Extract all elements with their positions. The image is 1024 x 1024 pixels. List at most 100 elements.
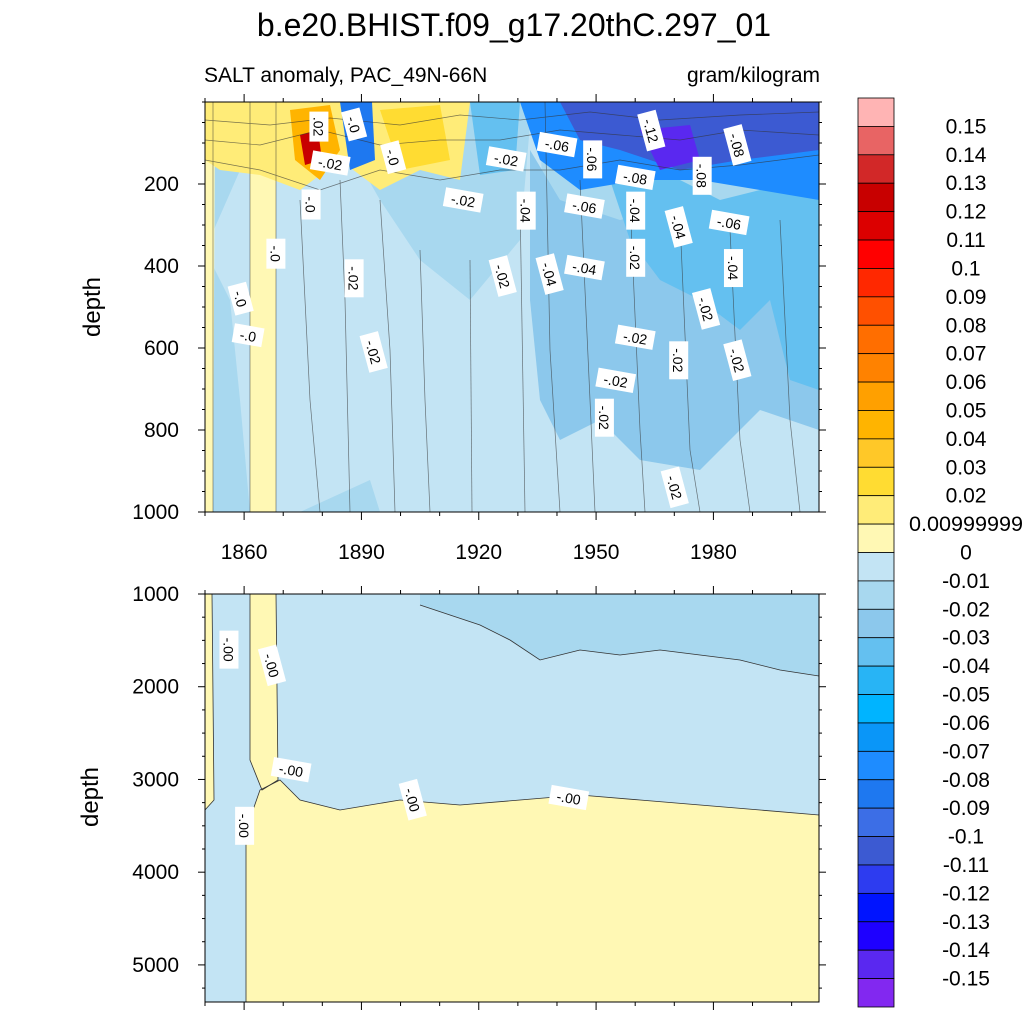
contour-label: -.00 (235, 806, 255, 845)
contour-label-text: -.00 (220, 638, 236, 662)
contour-label: -.04 (626, 191, 646, 230)
colorbar-swatch (857, 211, 895, 241)
contour-label-text: -.04 (627, 199, 643, 223)
contour-label: -.02 (485, 146, 527, 172)
colorbar-swatch (857, 836, 895, 866)
contour-label-box (309, 111, 329, 142)
contour-label-box (692, 156, 712, 195)
contour-label-box (219, 630, 239, 669)
y-tick-label-1-4: 5000 (132, 954, 179, 977)
colorbar-swatch (857, 921, 895, 951)
y-tick-label-1-0: 1000 (132, 583, 179, 606)
colorbar-swatch (857, 779, 895, 809)
contour-label-text: -.02 (627, 246, 643, 270)
colorbar-label: -0.12 (942, 882, 990, 905)
y-tick-label-0-3: 800 (144, 419, 179, 442)
contour-label-box (626, 191, 646, 230)
contour-label-box (380, 140, 407, 175)
contour-label-text: -.02 (622, 328, 649, 348)
contour-label-box (227, 281, 254, 316)
colorbar-label: 0.12 (946, 201, 987, 224)
contour-label-box (583, 140, 603, 179)
y-tick-label-0-2: 600 (144, 337, 179, 360)
colorbar-swatch (857, 722, 895, 752)
contour-label-text: -.0 (344, 115, 364, 135)
contour-label-text: -.00 (278, 760, 305, 780)
colorbar-label: -0.07 (942, 740, 990, 763)
colorbar-swatch (857, 750, 895, 781)
colorbar-label: 0.1 (951, 257, 980, 280)
contour-label-text: -.00 (401, 786, 423, 814)
contour-label-text: -.08 (694, 164, 710, 188)
chart-subtitle-left: SALT anomaly, PAC_49N-66N (204, 64, 487, 87)
colorbar: 0.15 0.14 0.13 0.12 0.11 0.1 0.09 0.08 0.07 0.06 0… (857, 97, 1023, 1008)
contour-label-text: -.00 (555, 788, 582, 808)
contour-label-text: -.04 (518, 199, 534, 223)
contour-label-box (536, 131, 578, 158)
colorbar-label: -0.01 (942, 570, 990, 593)
colorbar-label: -0.05 (942, 684, 990, 707)
colorbar-swatch (857, 466, 895, 497)
contour-label: -.12 (637, 109, 666, 152)
contour-label-text: -.04 (538, 260, 560, 288)
contour-label-text: -.02 (317, 154, 344, 174)
lower-contour-lines (205, 594, 819, 1002)
contour-label-box (235, 806, 255, 845)
contour-label-box (270, 757, 312, 783)
contour-label-text: -.02 (491, 263, 513, 291)
upper-ticks: 200 400 600 800 1000 1860 1890 1920 1950 1980 (132, 94, 826, 564)
contour-label-box (626, 238, 646, 277)
contour-label-box (488, 255, 517, 297)
lower-ticks: 1000 2000 3000 4000 5000 (132, 583, 826, 1010)
y-tick-label-1-3: 4000 (132, 861, 179, 884)
y-tick-label-0-1: 400 (144, 255, 179, 278)
contour-label: .02 (309, 111, 329, 142)
colorbar-label: 0.08 (946, 314, 987, 337)
colorbar-swatch (857, 580, 895, 610)
colorbar-swatch (857, 665, 895, 695)
contour-label-text: -.00 (236, 814, 252, 838)
colorbar-swatch (857, 182, 895, 213)
contour-label-text: -.0 (303, 196, 319, 213)
colorbar-label: -0.09 (942, 797, 990, 820)
colorbar-swatch (857, 807, 895, 837)
contour-label-text: -.04 (667, 213, 689, 241)
upper-panel: depth 200 400 600 800 1000 1860 1890 1920 1950 19… (79, 94, 826, 564)
contour-label-text: -.06 (571, 197, 598, 217)
colorbar-label: -0.03 (942, 627, 990, 650)
upper-fill-yellow-strip-1 (205, 102, 215, 512)
colorbar-swatch (857, 438, 895, 468)
contour-label-box (231, 323, 265, 348)
x-tick-label-2: 1920 (455, 541, 502, 564)
contour-label: -.02 (594, 398, 614, 437)
contour-label-box (548, 784, 590, 811)
colorbar-swatch (857, 552, 895, 582)
colorbar-swatch (857, 864, 895, 894)
contour-label-box (266, 238, 286, 269)
x-tick-label-0: 1860 (221, 541, 268, 564)
contour-label-box (309, 150, 351, 176)
colorbar-swatch (857, 694, 895, 724)
colorbar-label: -0.02 (942, 598, 990, 621)
contour-label-text: -.06 (584, 147, 600, 171)
colorbar-label: -0.04 (942, 655, 990, 678)
colorbar-swatch (857, 949, 895, 979)
contour-label: -.00 (219, 630, 239, 669)
lower-fill-mid (420, 594, 819, 676)
contour-label: -.0 (266, 238, 286, 269)
contour-label: -.0 (301, 189, 321, 220)
colorbar-label: 0.07 (946, 343, 987, 366)
contour-label: -.08 (614, 164, 656, 191)
contour-label: -.04 (516, 191, 536, 230)
contour-label-box (485, 146, 527, 172)
upper-fill-mid (530, 150, 819, 470)
contour-label-box (301, 189, 321, 220)
contour-label-text: -.0 (239, 326, 258, 345)
contour-label-text: -.08 (726, 131, 748, 159)
lower-fill-yellow-strip (250, 594, 278, 790)
contour-label: -.02 (359, 331, 388, 373)
contour-label-box (341, 107, 368, 142)
contour-label-text: -.02 (346, 266, 362, 290)
colorbar-label: 0.00999999 (909, 513, 1023, 536)
